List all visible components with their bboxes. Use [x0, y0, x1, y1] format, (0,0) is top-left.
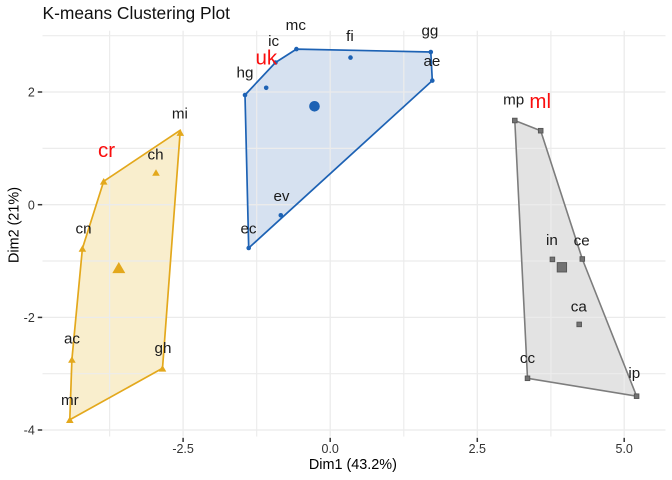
svg-text:mc: mc	[286, 17, 307, 34]
svg-text:ae: ae	[423, 53, 440, 70]
svg-text:cn: cn	[75, 221, 91, 238]
svg-text:Dim1 (43.2%): Dim1 (43.2%)	[309, 457, 397, 473]
svg-text:mp: mp	[503, 91, 524, 108]
svg-text:ip: ip	[628, 365, 640, 382]
svg-text:Dim2 (21%): Dim2 (21%)	[7, 187, 23, 263]
svg-text:ac: ac	[64, 331, 80, 348]
svg-text:ml: ml	[529, 90, 551, 113]
svg-text:ec: ec	[240, 220, 256, 237]
svg-text:ch: ch	[147, 147, 163, 164]
svg-text:fi: fi	[346, 28, 354, 45]
svg-text:mi: mi	[172, 105, 188, 122]
svg-text:0: 0	[28, 198, 35, 212]
svg-text:2.5: 2.5	[469, 442, 486, 456]
svg-text:-2.5: -2.5	[172, 442, 194, 456]
svg-text:0.0: 0.0	[322, 442, 339, 456]
svg-text:cr: cr	[98, 139, 115, 162]
svg-text:-4: -4	[24, 424, 35, 438]
svg-text:-2: -2	[24, 311, 35, 325]
svg-text:mr: mr	[61, 392, 79, 409]
svg-text:gh: gh	[155, 340, 172, 357]
svg-text:uk: uk	[255, 46, 277, 69]
svg-text:gg: gg	[421, 22, 438, 39]
svg-text:2: 2	[28, 86, 35, 100]
svg-text:hg: hg	[237, 65, 254, 82]
svg-text:ic: ic	[268, 33, 279, 50]
svg-text:K-means Clustering Plot: K-means Clustering Plot	[43, 3, 231, 23]
svg-text:in: in	[546, 232, 558, 249]
svg-text:cc: cc	[520, 350, 536, 367]
svg-text:ev: ev	[273, 188, 289, 205]
svg-text:ca: ca	[571, 299, 588, 316]
svg-text:5.0: 5.0	[616, 442, 633, 456]
svg-text:ce: ce	[574, 233, 590, 250]
